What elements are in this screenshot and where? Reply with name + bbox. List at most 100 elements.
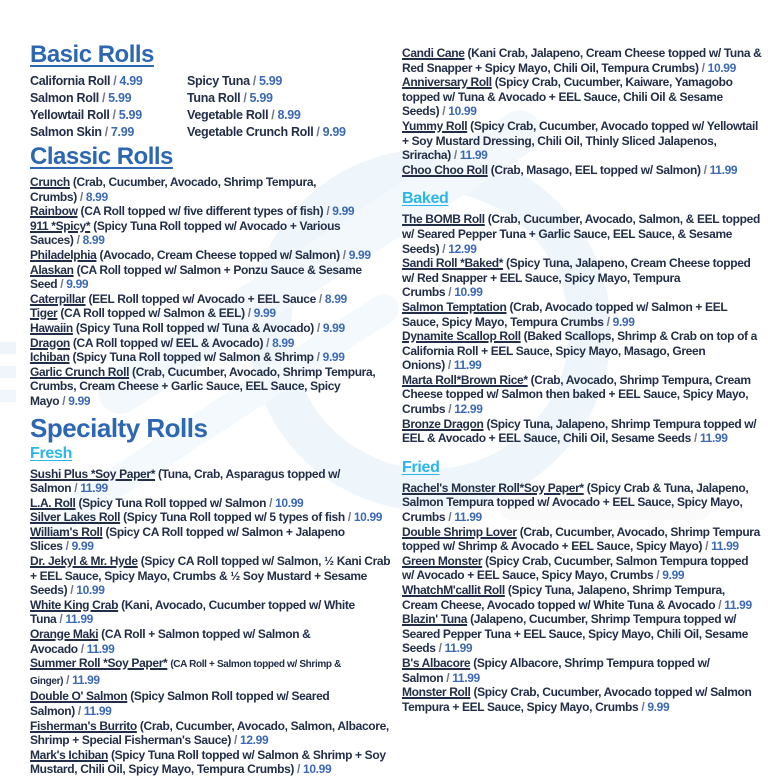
item-description: (Spicy Tuna Roll topped w/ Avocado + Var…: [30, 218, 341, 248]
menu-item: Mark's Ichiban (Spicy Tuna Roll topped w…: [30, 748, 393, 777]
menu-item: Sushi Plus *Soy Paper* (Tuna, Crab, Aspa…: [30, 467, 393, 496]
item-price: 7.99: [110, 125, 135, 139]
item-price: 11.99: [699, 431, 728, 446]
item-name: Dragon: [30, 335, 70, 350]
item-price: 10.99: [275, 495, 304, 510]
menu-item: Marta Roll*Brown Rice* (Crab, Avocado, S…: [402, 373, 762, 417]
item-price: 11.99: [454, 510, 482, 525]
price-separator: /: [266, 335, 270, 350]
item-description: (Spicy Crab & Tuna, Jalapeno, Salmon Tem…: [402, 480, 749, 525]
price-separator: /: [448, 402, 452, 417]
menu-item: Philadelphia (Avocado, Cream Cheese topp…: [30, 248, 393, 263]
price-separator: /: [65, 539, 69, 554]
price-separator: /: [74, 481, 78, 496]
subsection-title-fresh: Fresh: [30, 444, 73, 462]
item-name: Vegetable Crunch Roll: [187, 125, 314, 139]
item-name: Dr. Jekyl & Mr. Hyde: [30, 554, 138, 569]
item-name: Fisherman's Burrito: [30, 718, 137, 733]
menu-item: Ichiban (Spicy Tuna Roll topped w/ Salmo…: [30, 350, 393, 365]
item-name: Choo Choo Roll: [402, 162, 488, 177]
item-price: 9.99: [71, 539, 94, 554]
item-name: Caterpillar: [30, 291, 86, 306]
price-separator: /: [718, 597, 722, 612]
price-separator: /: [442, 104, 446, 119]
item-price: 11.99: [72, 672, 100, 687]
item-name: Double Shrimp Lover: [402, 524, 517, 539]
menu-item: Green Monster (Spicy Crab, Cucumber, Sal…: [402, 554, 762, 583]
price-separator: /: [442, 241, 446, 256]
item-price: 11.99: [80, 481, 108, 496]
item-price: 11.99: [453, 358, 482, 373]
menu-item: Monster Roll (Spicy Crab, Cucumber, Avoc…: [402, 685, 762, 714]
item-price: 10.99: [303, 762, 332, 777]
subsection-title-baked: Baked: [402, 190, 449, 208]
item-name: Sushi Plus *Soy Paper*: [30, 466, 156, 481]
menu-item: Sandi Roll *Baked* (Spicy Tuna, Jalapeno…: [402, 256, 762, 300]
item-price: 10.99: [353, 510, 383, 525]
menu-item: Summer Roll *Soy Paper* (CA Roll + Salmo…: [30, 656, 393, 689]
price-separator: /: [297, 762, 301, 777]
item-price: 9.99: [662, 568, 685, 583]
menu-item: Tiger (CA Roll topped w/ Salmon & EEL)/9…: [30, 306, 393, 321]
item-name: California Roll: [30, 74, 111, 88]
item-name: Vegetable Roll: [187, 108, 269, 122]
menu-item: White King Crab (Kani, Avocado, Cucumber…: [30, 598, 393, 627]
price-separator: /: [271, 108, 275, 122]
price-separator: /: [701, 60, 705, 75]
item-name: Crunch: [30, 175, 70, 189]
item-name: Philadelphia: [30, 247, 97, 262]
menu-item: Alaskan (CA Roll topped w/ Salmon + Ponz…: [30, 263, 393, 292]
item-price: 12.99: [448, 241, 477, 256]
item-price: 9.99: [322, 350, 345, 365]
price-separator: /: [59, 612, 63, 627]
item-price: 11.99: [444, 641, 473, 656]
menu-item: Spicy Tuna/5.99: [187, 73, 393, 90]
item-description: (Crab, Cucumber, Avocado, Salmon, & EEL …: [402, 212, 760, 256]
item-name: Hawaiin: [30, 320, 73, 335]
price-separator: /: [76, 233, 80, 248]
item-price: 11.99: [711, 539, 739, 554]
menu-item: Hawaiin (Spicy Tuna Roll topped w/ Tuna …: [30, 321, 393, 336]
menu-item: Caterpillar (EEL Roll topped w/ Avocado …: [30, 292, 393, 307]
item-description: (Kani Crab, Jalapeno, Cream Cheese toppe…: [402, 46, 762, 75]
menu-item: The BOMB Roll (Crab, Cucumber, Avocado, …: [402, 212, 762, 256]
menu-item: B's Albacore (Spicy Albacore, Shrimp Tem…: [402, 656, 762, 685]
price-separator: /: [80, 641, 84, 656]
item-description: (Spicy Tuna Roll topped w/ 5 types of fi…: [123, 510, 345, 525]
price-separator: /: [269, 495, 273, 510]
price-separator: /: [448, 285, 452, 300]
item-name: White King Crab: [30, 597, 119, 612]
price-separator: /: [318, 291, 322, 306]
menu-item: Fisherman's Burrito (Crab, Cucumber, Avo…: [30, 719, 393, 748]
item-name: Bronze Dragon: [402, 416, 484, 431]
item-price: 9.99: [66, 277, 89, 292]
price-separator: /: [234, 733, 238, 748]
item-name: Dynamite Scallop Roll: [402, 329, 521, 344]
price-separator: /: [693, 431, 697, 446]
price-separator: /: [347, 510, 351, 525]
menu-item: L.A. Roll (Spicy Tuna Roll topped w/ Sal…: [30, 496, 393, 511]
item-name: Sandi Roll *Baked*: [402, 256, 504, 271]
item-description: (CA Roll topped w/ Salmon + Ponzu Sauce …: [30, 262, 362, 292]
fried-rolls-list: Rachel's Monster Roll*Soy Paper* (Spicy …: [402, 481, 762, 715]
item-price: 9.99: [322, 320, 345, 335]
item-price: 10.99: [76, 583, 105, 598]
price-separator: /: [641, 699, 645, 714]
item-description: (Crab, Cucumber, Avocado, Shrimp Tempura…: [402, 524, 760, 554]
item-description: (Spicy Tuna, Jalapeno, Shrimp Tempura to…: [402, 416, 757, 446]
price-separator: /: [62, 393, 66, 408]
menu-item: 911 *Spicy* (Spicy Tuna Roll topped w/ A…: [30, 219, 393, 248]
item-price: 5.99: [118, 108, 142, 122]
menu-item: Vegetable Roll/8.99: [187, 107, 393, 124]
menu-item: Anniversary Roll (Spicy Crab, Cucumber, …: [402, 75, 762, 119]
item-name: Salmon Temptation: [402, 299, 507, 314]
item-price: 8.99: [272, 335, 295, 350]
item-price: 8.99: [324, 291, 347, 306]
item-price: 12.99: [454, 402, 483, 417]
item-name: Rachel's Monster Roll*Soy Paper*: [402, 480, 584, 495]
menu-item: WhatchM'callit Roll (Spicy Tuna, Jalapen…: [402, 583, 762, 612]
item-name: Green Monster: [402, 553, 483, 568]
item-price: 8.99: [277, 108, 301, 122]
menu-item: Salmon Roll/5.99: [30, 90, 187, 107]
price-separator: /: [438, 641, 442, 656]
